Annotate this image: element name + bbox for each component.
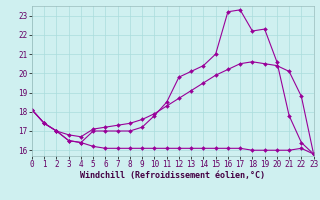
X-axis label: Windchill (Refroidissement éolien,°C): Windchill (Refroidissement éolien,°C) bbox=[80, 171, 265, 180]
